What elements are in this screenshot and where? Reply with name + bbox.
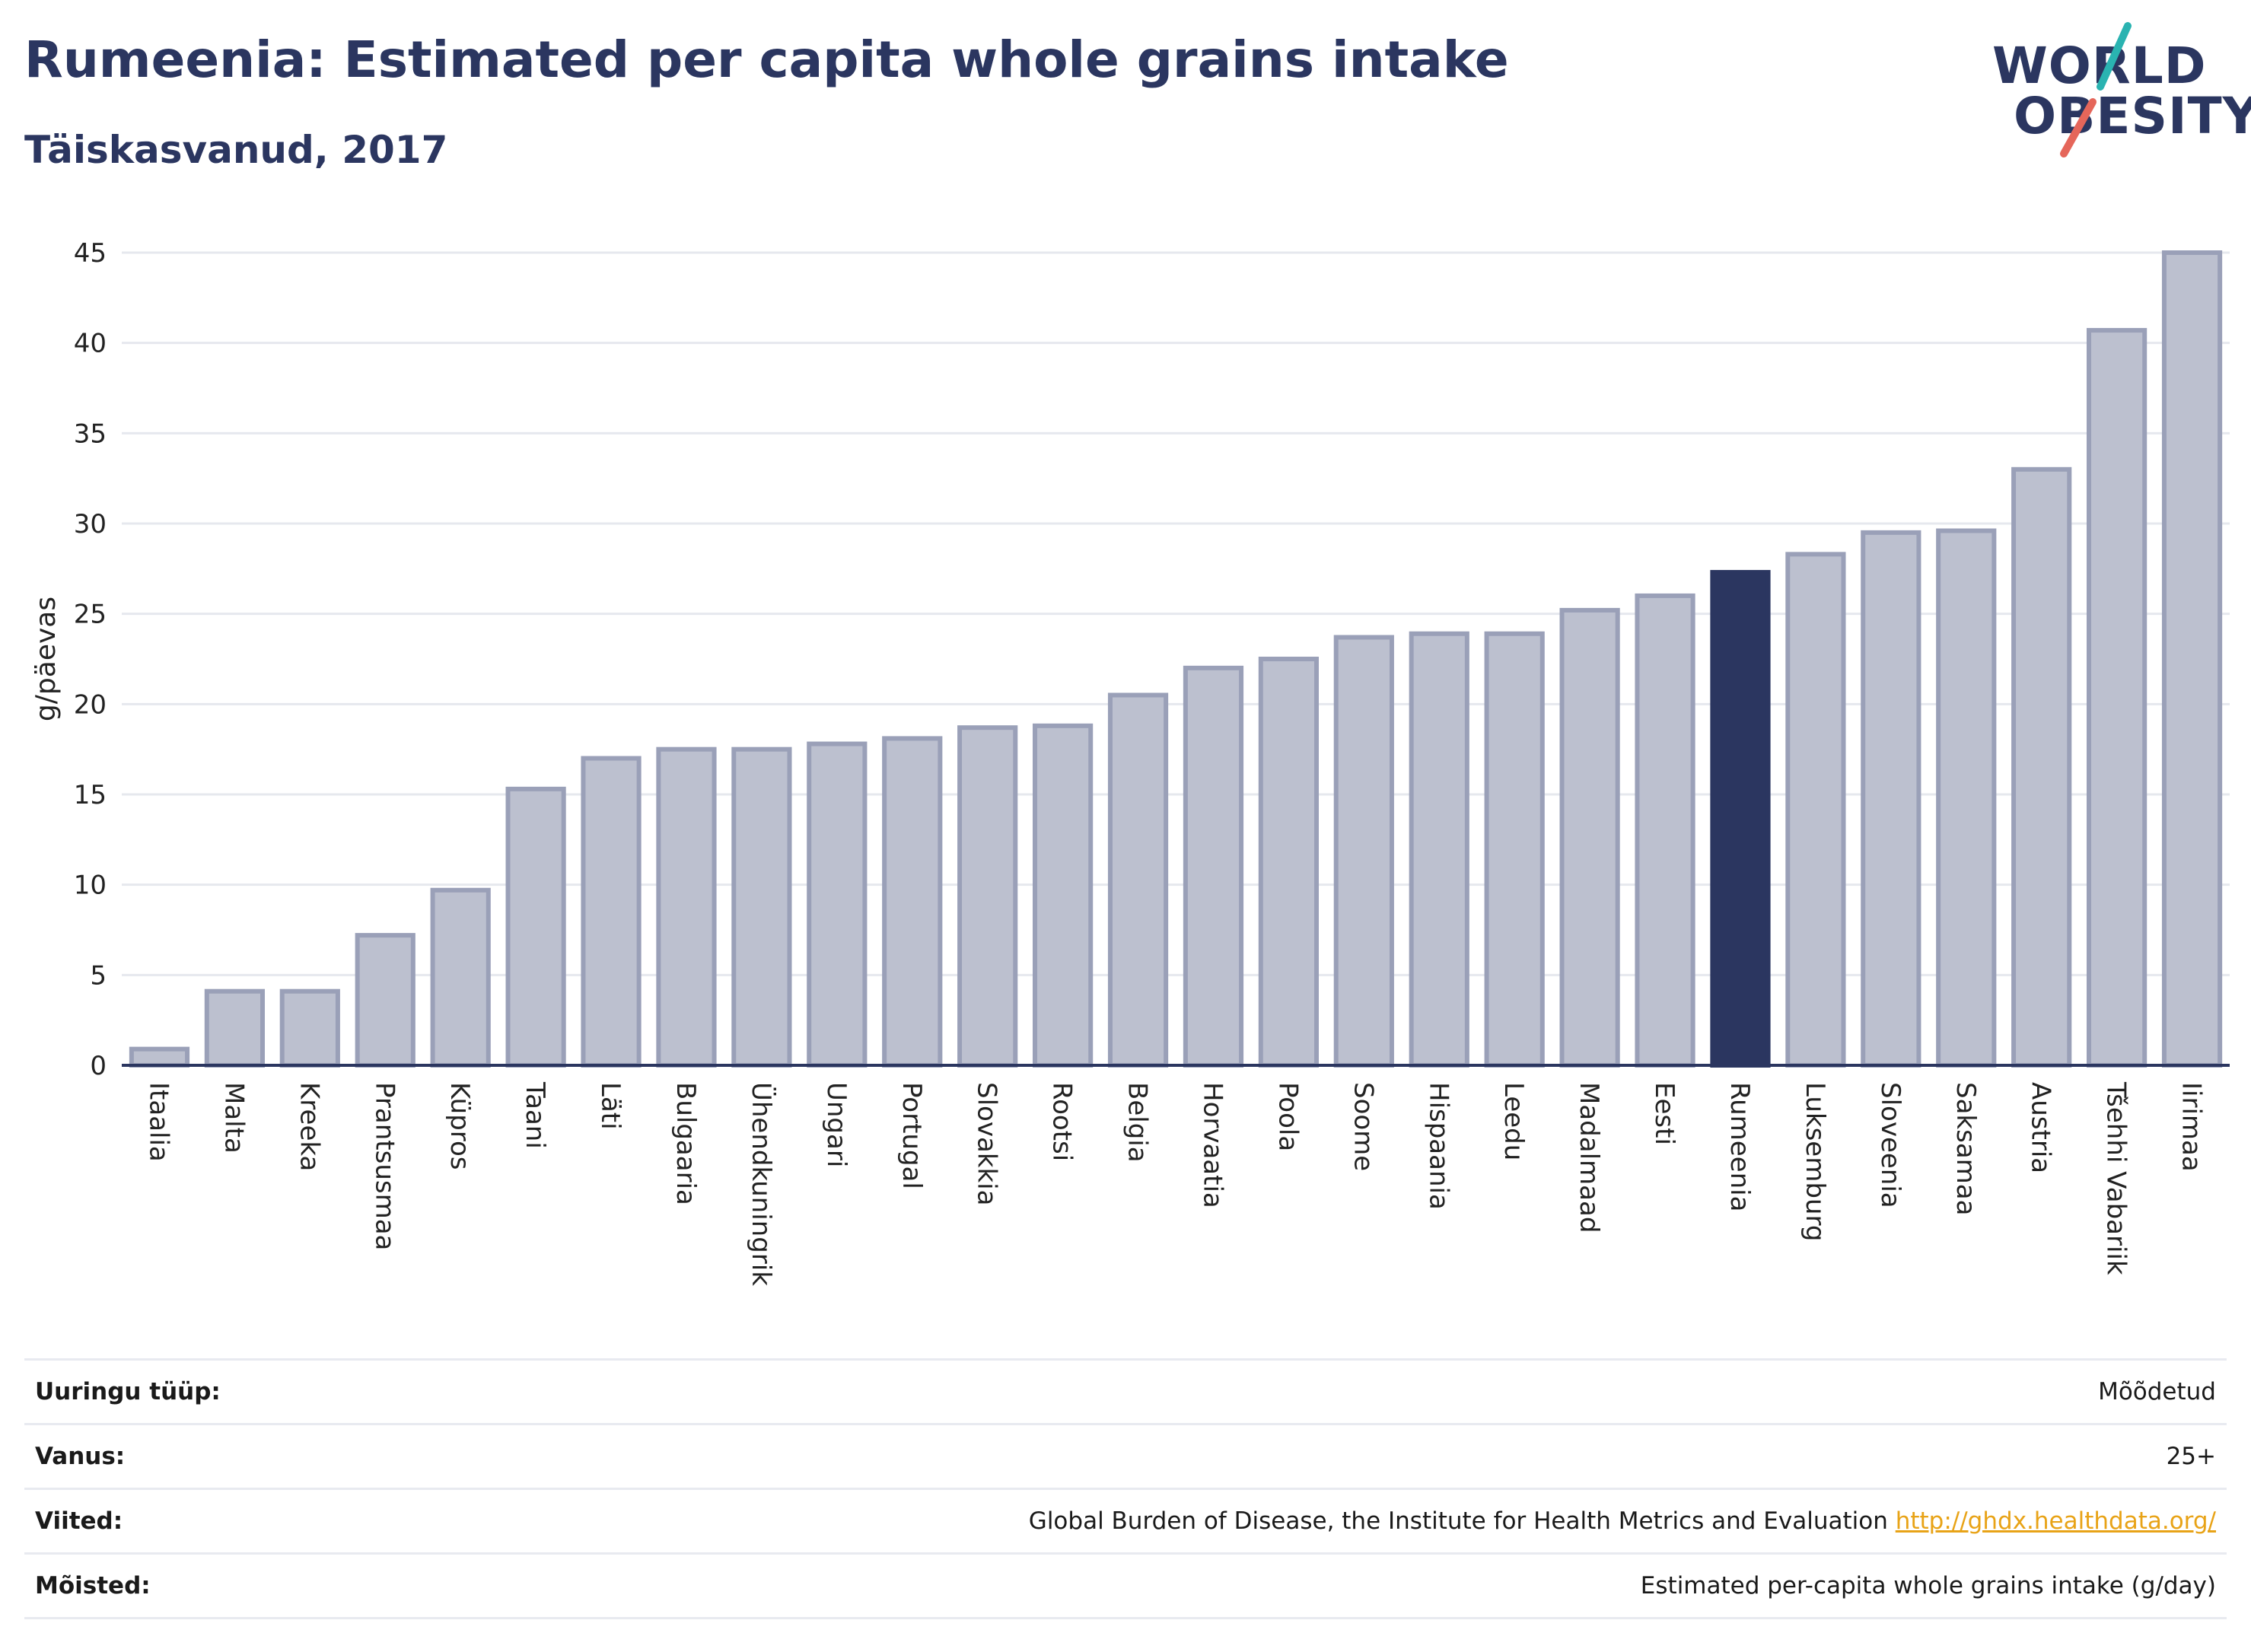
y-tick-label: 5: [90, 960, 107, 991]
y-axis-label: g/päevas: [30, 597, 62, 721]
x-category-label: Portugal: [896, 1082, 927, 1189]
reference-text: Global Burden of Disease, the Institute …: [1028, 1507, 1888, 1535]
info-row-age: Vanus: 25+: [24, 1423, 2227, 1488]
x-category-label: Luksemburg: [1800, 1082, 1830, 1241]
bar: [882, 736, 943, 1068]
x-category-label: Slovakkia: [972, 1082, 1002, 1205]
bar: [1258, 657, 1319, 1068]
y-tick-label: 45: [74, 238, 107, 269]
y-tick-label: 35: [74, 419, 107, 449]
info-row-definitions: Mõisted: Estimated per-capita whole grai…: [24, 1552, 2227, 1619]
y-tick-label: 30: [74, 509, 107, 540]
info-value: 25+: [2166, 1443, 2216, 1470]
y-tick-label: 25: [74, 600, 107, 630]
x-category-label: Taani: [520, 1081, 550, 1149]
y-axis-ticks: 0 5 10 15 20 25 30 35 40 45: [74, 238, 107, 1081]
reference-link[interactable]: http://ghdx.healthdata.org/: [1895, 1507, 2216, 1535]
x-category-label: Austria: [2026, 1082, 2056, 1173]
bar: [957, 725, 1018, 1068]
y-tick-label: 10: [74, 871, 107, 901]
bar: [2087, 328, 2148, 1068]
x-category-label: Tšehhi Vabariik: [2101, 1081, 2132, 1275]
info-label: Vanus:: [35, 1443, 126, 1470]
info-label: Viited:: [35, 1507, 123, 1535]
bar: [656, 746, 717, 1068]
bar-highlight: [1710, 570, 1771, 1068]
x-category-label: Ühendkuningrik: [746, 1082, 777, 1286]
x-axis-categories: Itaalia Malta Kreeka Prantsusmaa Küpros Taani…: [143, 1081, 2206, 1286]
x-category-label: Leedu: [1498, 1082, 1529, 1160]
x-category-label: Küpros: [444, 1082, 475, 1170]
y-tick-label: 0: [90, 1051, 107, 1081]
bar: [1936, 528, 1997, 1068]
info-value: Mõõdetud: [2098, 1378, 2216, 1405]
bar: [355, 933, 415, 1068]
bar: [129, 1046, 190, 1068]
bar: [505, 786, 566, 1068]
y-tick-label: 15: [74, 780, 107, 810]
x-category-label: Hispaania: [1423, 1082, 1453, 1210]
bar: [1785, 552, 1846, 1068]
info-row-references: Viited: Global Burden of Disease, the In…: [24, 1488, 2227, 1552]
bar-chart: 0 5 10 15 20 25 30 35 40 45 Itaalia Malta Kreeka Pra…: [30, 238, 2230, 1286]
bar: [1333, 635, 1394, 1068]
x-category-label: Rootsi: [1047, 1082, 1078, 1161]
info-label: Uuringu tüüp:: [35, 1378, 221, 1405]
logo-slash-icon: [2060, 22, 2132, 158]
x-category-label: Malta: [218, 1082, 249, 1154]
info-value: Global Burden of Disease, the Institute …: [1029, 1507, 2216, 1535]
x-category-label: Läti: [595, 1082, 626, 1130]
bar: [731, 746, 792, 1068]
bar: [1183, 665, 1244, 1068]
bar: [430, 887, 491, 1068]
bars: [129, 250, 2223, 1068]
bar: [2161, 250, 2223, 1068]
x-category-label: Belgia: [1122, 1082, 1153, 1163]
info-label: Mõisted:: [35, 1572, 151, 1599]
bar: [1409, 631, 1469, 1068]
x-category-label: Sloveenia: [1875, 1082, 1906, 1208]
bar: [1033, 723, 1094, 1068]
x-category-label: Saksamaa: [1950, 1082, 1981, 1215]
bar: [279, 988, 340, 1068]
x-category-label: Eesti: [1649, 1082, 1679, 1145]
x-category-label: Itaalia: [143, 1082, 174, 1162]
info-value: Estimated per-capita whole grains intake…: [1640, 1572, 2216, 1599]
chart-title: Rumeenia: Estimated per capita whole gra…: [24, 30, 1509, 89]
bar: [1484, 631, 1545, 1068]
bar: [1107, 692, 1169, 1068]
info-table: Uuringu tüüp: Mõõdetud Vanus: 25+ Viited…: [24, 1358, 2227, 1619]
bar: [2011, 466, 2072, 1068]
x-category-label: Soome: [1348, 1082, 1378, 1171]
x-category-label: Kreeka: [294, 1082, 324, 1171]
logo-line2: OBESITY: [2014, 87, 2251, 145]
y-tick-label: 40: [74, 329, 107, 359]
x-category-label: Madalmaad: [1574, 1082, 1604, 1233]
x-category-label: Ungari: [821, 1082, 852, 1167]
chart-subtitle: Täiskasvanud, 2017: [24, 128, 448, 172]
x-category-label: Horvaatia: [1197, 1082, 1227, 1208]
bar: [1861, 530, 1921, 1068]
y-tick-label: 20: [74, 689, 107, 720]
bar: [807, 741, 868, 1068]
bar: [581, 756, 642, 1068]
x-category-label: Rumeenia: [1724, 1082, 1755, 1211]
x-category-label: Iirimaa: [2176, 1082, 2207, 1172]
info-row-survey-type: Uuringu tüüp: Mõõdetud: [24, 1358, 2227, 1423]
bar: [1635, 593, 1695, 1068]
bar: [204, 988, 265, 1068]
x-category-label: Bulgaaria: [670, 1082, 701, 1205]
x-category-label: Poola: [1272, 1082, 1303, 1151]
x-category-label: Prantsusmaa: [369, 1082, 400, 1250]
world-obesity-logo: WORLD OBESITY: [1979, 20, 2251, 164]
bar: [1559, 607, 1620, 1068]
